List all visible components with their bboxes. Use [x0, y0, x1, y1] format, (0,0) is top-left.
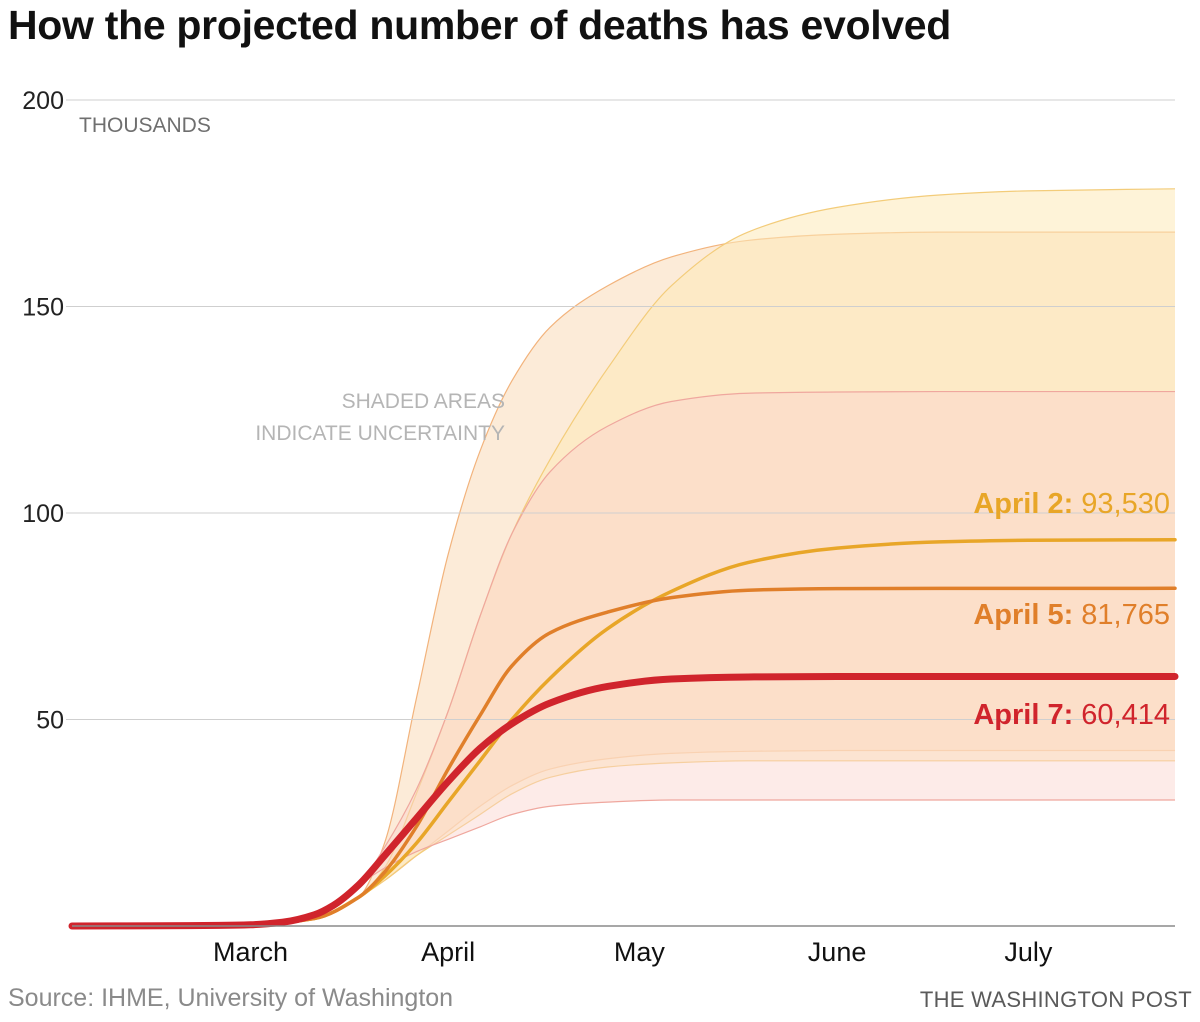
series-label-name-april2: April 2:: [973, 488, 1081, 520]
projection-lines: [68, 537, 1179, 930]
band-lower-edge-april7: [71, 799, 1175, 927]
axes: March April May June July: [72, 925, 1175, 967]
x-tick-label-june: June: [808, 937, 867, 967]
shaded-areas-annotation-line-2: INDICATE UNCERTAINTY: [255, 422, 505, 445]
series-label-april2: April 2: 93,530: [973, 488, 1170, 520]
gridlines: 50 100 150 200 THOUSANDS SHADED AREAS INDICATE…: [22, 87, 1175, 735]
series-label-april5: April 5: 81,765: [973, 599, 1170, 631]
shaded-areas-annotation-line-1: SHADED AREAS: [342, 390, 505, 413]
series-labels: April 2: 93,530 April 5: 81,765 April 7: 6…: [973, 488, 1170, 731]
projection-line-april7: [68, 672, 1179, 930]
uncertainty-band-april2: [72, 188, 1175, 927]
x-tick-label-may: May: [614, 937, 666, 967]
series-label-name-april5: April 5:: [973, 599, 1081, 631]
series-label-value-april2: 93,530: [1081, 488, 1170, 520]
x-tick-label-march: March: [213, 937, 288, 967]
uncertainty-bands: [71, 188, 1176, 927]
y-axis-unit-label: THOUSANDS: [79, 114, 211, 137]
y-tick-label-200: 200: [22, 87, 64, 115]
y-tick-label-100: 100: [22, 500, 64, 528]
series-label-name-april7: April 7:: [973, 699, 1081, 731]
uncertainty-band-april7: [72, 391, 1175, 927]
chart-title: How the projected number of deaths has e…: [8, 2, 952, 48]
y-tick-label-50: 50: [36, 707, 64, 735]
publisher-credit: THE WASHINGTON POST: [919, 987, 1192, 1012]
x-tick-label-april: April: [421, 937, 475, 967]
series-label-april7: April 7: 60,414: [973, 699, 1170, 731]
series-label-value-april5: 81,765: [1081, 599, 1170, 631]
x-tick-label-july: July: [1004, 937, 1053, 967]
y-tick-label-150: 150: [22, 294, 64, 322]
series-label-value-april7: 60,414: [1081, 699, 1170, 731]
source-note: Source: IHME, University of Washington: [8, 984, 454, 1012]
